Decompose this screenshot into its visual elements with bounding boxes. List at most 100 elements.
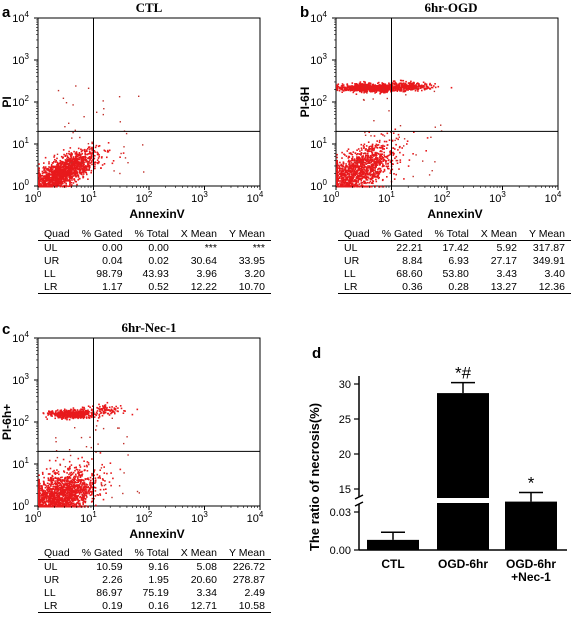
table-cell: 68.60 [396, 268, 423, 280]
y-tick-label: 0.03 [330, 507, 351, 519]
table-cell: 0.52 [128, 280, 175, 294]
x-tick-label: 104 [545, 190, 562, 205]
column-header: % Gated [375, 228, 429, 241]
table-cell: 75.19 [142, 587, 169, 599]
column-header: Quad [338, 228, 376, 241]
event-dots [38, 401, 140, 508]
table-cell: 22.21 [396, 242, 423, 254]
x-axis-label: AnnexinV [129, 207, 184, 221]
significance-marker: *# [455, 364, 472, 383]
table-cell: 226.72 [232, 561, 265, 573]
table-cell: LR [338, 280, 376, 294]
y-tick-label: 25 [339, 414, 351, 426]
table-cell: 0.00 [102, 242, 123, 254]
event-dots [336, 79, 453, 188]
necrosis-bar-chart: 0.00 0.03 15 20 25 30 The ratio of necrosis(%)… [307, 364, 567, 584]
table-row: UR 0.04 0.02 30.64 33.95 [38, 254, 271, 267]
significance-marker: * [528, 474, 535, 493]
y-tick-label: 103 [310, 52, 327, 67]
y-tick-label: 104 [310, 10, 327, 25]
table-cell: 0.02 [148, 255, 169, 267]
x-axis-label: AnnexinV [427, 207, 482, 221]
table-cell: UR [44, 574, 60, 586]
cluster-ul [42, 406, 104, 422]
column-header: X Mean [174, 228, 223, 241]
table-cell: 0.04 [102, 255, 123, 267]
quadrant-stats-table: Quad% Gated% Total X Mean Y Mean UL 10.59 9.1… [38, 547, 271, 613]
x-tick-label: 100 [25, 190, 42, 205]
column-header: % Total [428, 228, 475, 241]
column-header: % Total [128, 228, 175, 241]
table-cell: 2.49 [244, 587, 265, 599]
x-tick-label: 103 [489, 190, 506, 205]
plot-title: 6hr-Nec-1 [121, 320, 177, 335]
y-tick-label: 101 [12, 136, 29, 151]
x-tick-label: 100 [25, 510, 42, 525]
table-cell: 3.96 [196, 268, 217, 280]
table-cell: 10.58 [222, 599, 271, 613]
table-cell: 12.36 [522, 280, 571, 294]
table-cell: 3.40 [544, 268, 565, 280]
y-tick-label: 103 [12, 372, 29, 387]
x-tick-label: 103 [191, 190, 208, 205]
cluster-ll [336, 128, 429, 188]
y-tick-label: 104 [12, 330, 29, 345]
table-cell: 5.92 [496, 242, 517, 254]
y-tick-label: 100 [12, 498, 29, 513]
bar [367, 539, 419, 550]
column-header: % Gated [75, 228, 129, 241]
cluster-ur [72, 401, 139, 418]
table-cell: 349.91 [532, 255, 565, 267]
cluster-ur [358, 79, 453, 92]
table-cell: UL [44, 242, 58, 254]
cluster-ll [38, 142, 125, 188]
column-header: % Total [128, 547, 175, 560]
y-tick-label: 15 [339, 484, 351, 496]
table-cell: LL [344, 268, 356, 280]
table-cell: 8.84 [402, 255, 423, 267]
quadrant-stats-table: Quad% Gated% Total X Mean Y Mean UL 22.21 17.… [338, 228, 571, 294]
table-cell: UR [344, 255, 360, 267]
table-cell: 86.97 [96, 587, 123, 599]
table-cell: LL [44, 268, 56, 280]
table-cell: 10.59 [96, 561, 123, 573]
y-tick-label: 102 [12, 414, 29, 429]
x-tick-label: OGD-6hr [438, 557, 488, 571]
table-cell: *** [252, 242, 265, 254]
y-axis-label: PI-6H [298, 87, 312, 118]
panel-label: a [2, 4, 11, 21]
column-header: Y Mean [522, 228, 571, 241]
table-cell: 2.26 [102, 574, 123, 586]
table-cell: 20.60 [190, 574, 217, 586]
axis-break-mark [354, 494, 364, 500]
y-axis-label: PI [0, 96, 14, 107]
column-header: % Gated [75, 547, 129, 560]
table-row: UL 0.00 0.00 *** *** [38, 241, 271, 254]
y-tick-label: 104 [12, 10, 29, 25]
y-axis-label: PI-6h+ [0, 404, 14, 440]
table-cell: 278.87 [232, 574, 265, 586]
plot-title: CTL [135, 0, 163, 15]
y-tick-label: 100 [310, 178, 327, 193]
table-cell: UL [44, 561, 58, 573]
column-header: Quad [38, 547, 76, 560]
x-tick-label: 102 [434, 190, 451, 205]
table-cell: 0.19 [75, 599, 129, 613]
x-tick-label: 102 [136, 510, 153, 525]
table-row: LR 0.36 0.28 13.27 12.36 [338, 280, 571, 294]
plot-title: 6hr-OGD [424, 0, 478, 15]
table-row: LL 68.60 53.80 3.43 3.40 [338, 267, 571, 280]
column-header: X Mean [474, 228, 523, 241]
table-row: LL 98.79 43.93 3.96 3.20 [38, 267, 271, 280]
bar [505, 501, 557, 550]
column-header: Y Mean [222, 228, 271, 241]
bar-break-gap [436, 498, 490, 503]
y-tick-label: 102 [12, 94, 29, 109]
cluster-ll [38, 452, 122, 508]
column-header: Quad [38, 228, 76, 241]
y-tick-label: 102 [310, 94, 327, 109]
panel-label: d [312, 345, 322, 362]
y-tick-label: 30 [339, 379, 351, 391]
